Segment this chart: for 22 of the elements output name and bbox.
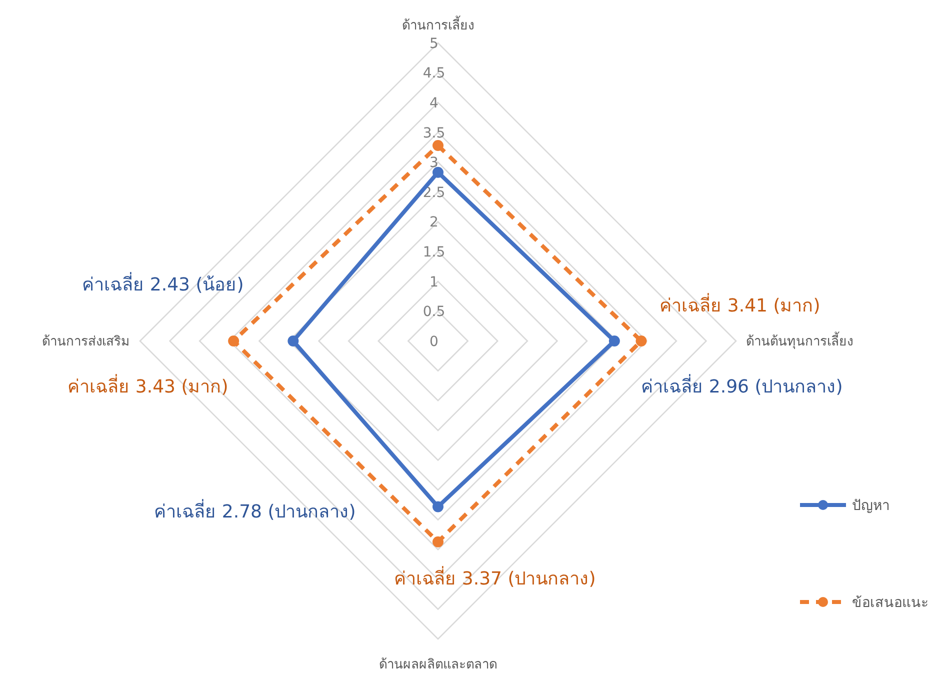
spoke-label: ด้านต้นทุนการเลี้ยง	[746, 332, 853, 350]
spoke-label: ด้านการส่งเสริม	[42, 334, 130, 350]
y-tick-label: 5	[430, 36, 438, 52]
y-tick-label: 4.5	[422, 66, 446, 82]
y-tick-label: 2	[430, 214, 438, 231]
y-tick-label: 4	[430, 96, 439, 112]
legend-label: ปัญหา	[852, 498, 890, 514]
y-tick-label: 3	[430, 155, 438, 172]
legend-label: ข้อเสนอแนะ	[852, 594, 929, 611]
y-tick-label: 3.5	[422, 125, 446, 142]
text: ค่าเฉลี่ย 2.96 (ปานกลาง)	[641, 373, 843, 398]
y-tick-label: 1	[430, 274, 438, 290]
spoke-label: ด้านการเลี้ยง	[402, 16, 474, 34]
text: ค่าเฉลี่ย 2.43 (น้อย)	[82, 271, 244, 296]
text: ค่าเฉลี่ย 3.37 (ปานกลาง)	[394, 565, 596, 590]
y-tick-label: 0	[430, 334, 438, 350]
text: ค่าเฉลี่ย 3.43 (มาก)	[68, 373, 228, 398]
y-tick-label: 1.5	[422, 244, 446, 260]
spoke-label: ด้านผลผลิตและตลาด	[379, 658, 497, 673]
text: ค่าเฉลี่ย 3.41 (มาก)	[660, 292, 820, 316]
y-tick-label: 0.5	[422, 304, 446, 320]
text: ค่าเฉลี่ย 2.78 (ปานกลาง)	[154, 498, 356, 522]
